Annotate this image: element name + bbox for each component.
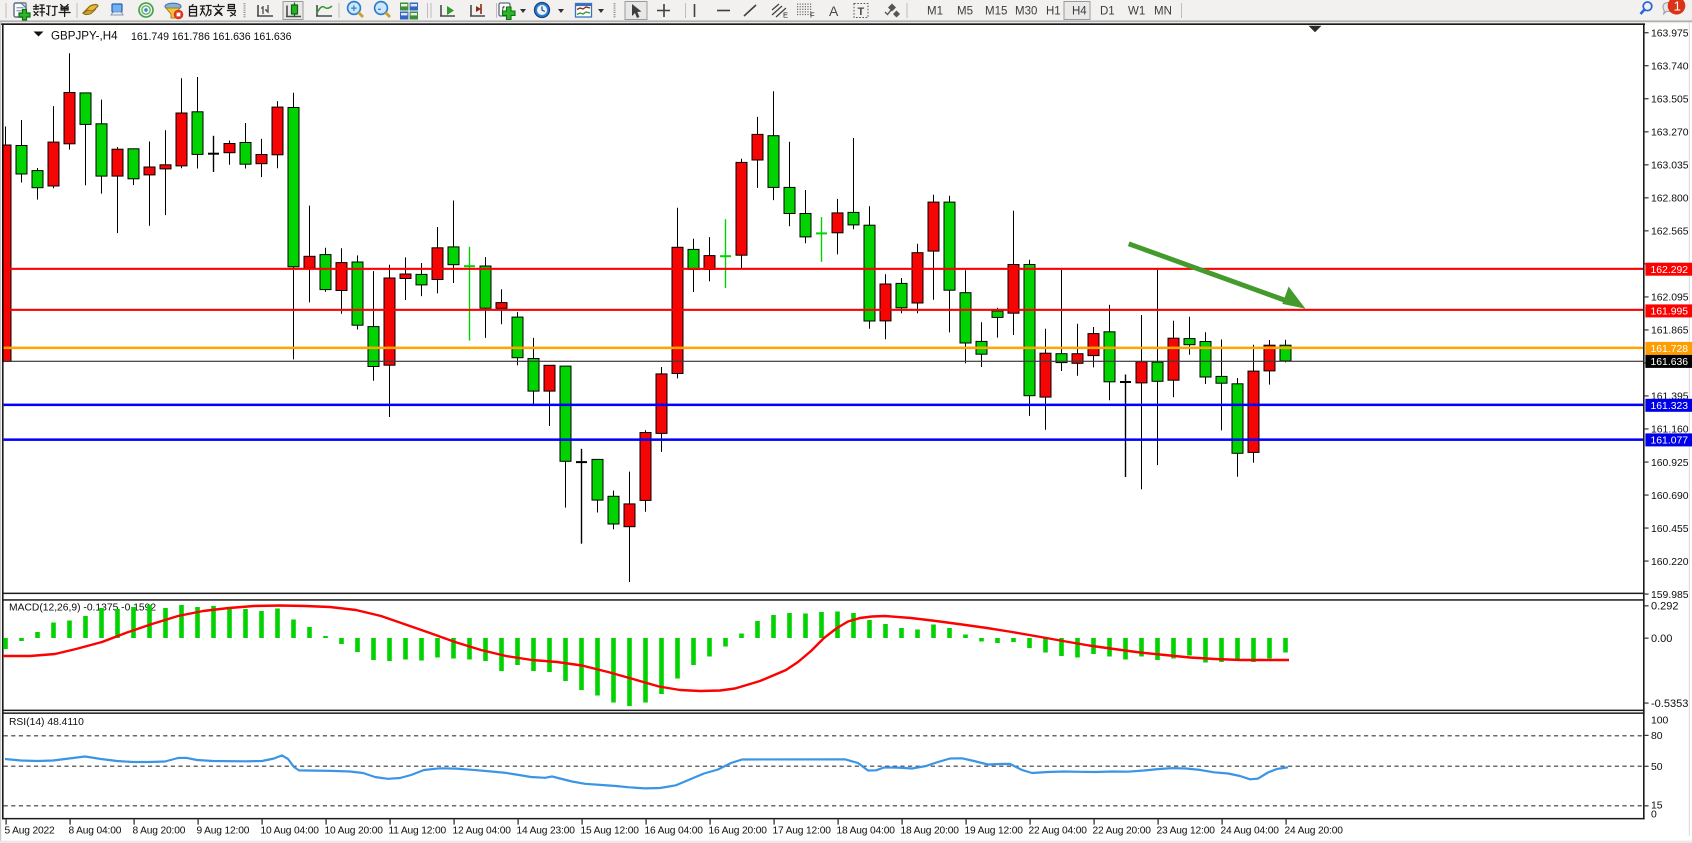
svg-text:10 Aug 20:00: 10 Aug 20:00 bbox=[325, 826, 384, 837]
svg-text:8 Aug 20:00: 8 Aug 20:00 bbox=[133, 826, 186, 837]
svg-text:162.292: 162.292 bbox=[1651, 265, 1689, 276]
svg-text:163.270: 163.270 bbox=[1651, 128, 1689, 139]
svg-text:15: 15 bbox=[1651, 800, 1663, 811]
svg-text:160.690: 160.690 bbox=[1651, 491, 1689, 502]
svg-text:161.995: 161.995 bbox=[1651, 307, 1689, 318]
svg-text:-0.5353: -0.5353 bbox=[1651, 698, 1688, 710]
svg-text:18 Aug 04:00: 18 Aug 04:00 bbox=[837, 826, 896, 837]
svg-text:162.565: 162.565 bbox=[1651, 227, 1689, 238]
svg-text:MACD(12,26,9) -0.1375 -0.1592: MACD(12,26,9) -0.1375 -0.1592 bbox=[9, 603, 156, 614]
svg-text:f: f bbox=[502, 5, 506, 15]
svg-text:160.925: 160.925 bbox=[1651, 458, 1689, 469]
svg-text:161.323: 161.323 bbox=[1651, 401, 1689, 412]
svg-text:161.636: 161.636 bbox=[1651, 357, 1689, 368]
svg-text:T: T bbox=[858, 6, 865, 18]
svg-text:14 Aug 23:00: 14 Aug 23:00 bbox=[517, 826, 576, 837]
svg-text:F: F bbox=[810, 11, 815, 20]
svg-text:19 Aug 12:00: 19 Aug 12:00 bbox=[965, 826, 1024, 837]
svg-text:M1: M1 bbox=[927, 6, 943, 18]
svg-text:100: 100 bbox=[1651, 715, 1669, 726]
svg-text:80: 80 bbox=[1651, 731, 1663, 742]
svg-text:16 Aug 04:00: 16 Aug 04:00 bbox=[645, 826, 704, 837]
svg-text:M30: M30 bbox=[1015, 6, 1037, 18]
svg-text:M15: M15 bbox=[985, 6, 1007, 18]
svg-text:163.505: 163.505 bbox=[1651, 95, 1689, 106]
svg-text:17 Aug 12:00: 17 Aug 12:00 bbox=[773, 826, 832, 837]
svg-text:18 Aug 20:00: 18 Aug 20:00 bbox=[901, 826, 960, 837]
svg-text:1: 1 bbox=[1674, 0, 1681, 13]
svg-text:163.035: 163.035 bbox=[1651, 161, 1689, 172]
svg-text:GBPJPY-,H4: GBPJPY-,H4 bbox=[51, 30, 118, 43]
svg-text:0.292: 0.292 bbox=[1651, 601, 1679, 613]
svg-text:161.160: 161.160 bbox=[1651, 425, 1689, 436]
svg-text:10 Aug 04:00: 10 Aug 04:00 bbox=[261, 826, 320, 837]
svg-text:12 Aug 04:00: 12 Aug 04:00 bbox=[453, 826, 512, 837]
svg-text:16 Aug 20:00: 16 Aug 20:00 bbox=[709, 826, 768, 837]
svg-text:22 Aug 04:00: 22 Aug 04:00 bbox=[1029, 826, 1088, 837]
svg-text:162.800: 162.800 bbox=[1651, 194, 1689, 205]
svg-text:161.749 161.786 161.636 161.63: 161.749 161.786 161.636 161.636 bbox=[131, 31, 292, 43]
svg-text:-: - bbox=[378, 3, 382, 15]
svg-text:161.865: 161.865 bbox=[1651, 326, 1689, 337]
svg-text:W1: W1 bbox=[1128, 6, 1145, 18]
svg-text:50: 50 bbox=[1651, 762, 1663, 773]
svg-text:H4: H4 bbox=[1072, 6, 1087, 18]
svg-text:24 Aug 20:00: 24 Aug 20:00 bbox=[1285, 826, 1344, 837]
svg-text:MN: MN bbox=[1154, 6, 1172, 18]
svg-text:5 Aug 2022: 5 Aug 2022 bbox=[5, 826, 56, 837]
svg-text:+: + bbox=[351, 3, 357, 15]
svg-text:161.077: 161.077 bbox=[1651, 436, 1689, 447]
svg-text:24 Aug 04:00: 24 Aug 04:00 bbox=[1221, 826, 1280, 837]
svg-text:163.975: 163.975 bbox=[1651, 29, 1689, 40]
svg-text:160.455: 160.455 bbox=[1651, 524, 1689, 535]
svg-text:11 Aug 12:00: 11 Aug 12:00 bbox=[389, 826, 447, 837]
svg-text:8 Aug 04:00: 8 Aug 04:00 bbox=[69, 826, 122, 837]
svg-text:9 Aug 12:00: 9 Aug 12:00 bbox=[197, 826, 250, 837]
svg-text:H1: H1 bbox=[1046, 6, 1061, 18]
svg-text:E: E bbox=[783, 11, 788, 20]
svg-text:161.395: 161.395 bbox=[1651, 392, 1689, 403]
svg-text:161.728: 161.728 bbox=[1651, 344, 1689, 355]
svg-text:A: A bbox=[829, 3, 839, 19]
svg-text:0: 0 bbox=[1651, 809, 1657, 820]
svg-text:D1: D1 bbox=[1100, 6, 1115, 18]
svg-text:0.00: 0.00 bbox=[1651, 633, 1672, 645]
svg-text:23 Aug 12:00: 23 Aug 12:00 bbox=[1157, 826, 1216, 837]
svg-text:160.220: 160.220 bbox=[1651, 557, 1689, 568]
svg-text:162.095: 162.095 bbox=[1651, 293, 1689, 304]
svg-text:163.740: 163.740 bbox=[1651, 62, 1689, 73]
svg-text:15 Aug 12:00: 15 Aug 12:00 bbox=[581, 826, 640, 837]
svg-text:159.985: 159.985 bbox=[1651, 590, 1689, 601]
svg-text:M5: M5 bbox=[957, 6, 973, 18]
svg-text:22 Aug 20:00: 22 Aug 20:00 bbox=[1093, 826, 1152, 837]
svg-text:RSI(14) 48.4110: RSI(14) 48.4110 bbox=[9, 717, 84, 728]
